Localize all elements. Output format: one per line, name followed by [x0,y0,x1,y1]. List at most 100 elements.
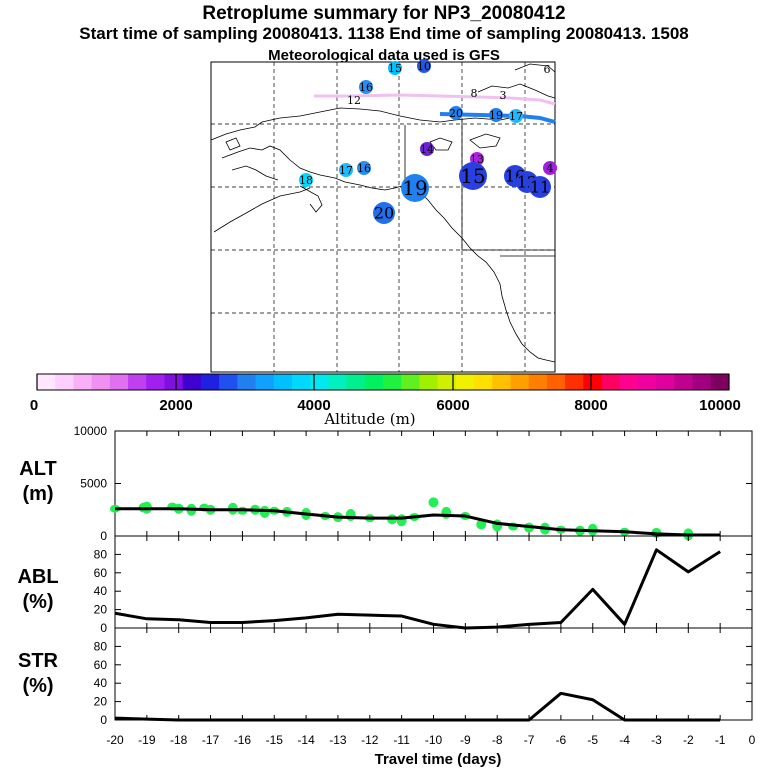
time-series-panels: 0 5000 10000 ALT (m) 0 20 40 60 80 ABL (%) 0 20 40 60 80… [17,424,755,768]
map-marker-dot [299,173,313,187]
alt-scatter-point [476,519,487,530]
x-tick-label: 0 [749,733,756,747]
y-tick-label: 0 [100,621,107,635]
x-tick-label: -10 [425,733,443,747]
abl-panel: 0 20 40 60 80 ABL (%) [17,535,753,635]
chart-title: Retroplume summary for NP3_20080412 [202,3,566,24]
colorbar-swatch [346,374,366,390]
x-tick-label: -8 [492,733,503,747]
x-tick-label: -1 [715,733,726,747]
x-tick-label: -14 [297,733,315,747]
colorbar-swatch [710,374,730,390]
panel-ylabel-main: ALT [19,458,56,480]
y-tick-label: 0 [100,529,107,543]
colorbar-swatch [437,374,457,390]
y-tick-label: 80 [94,547,108,561]
colorbar-swatch [601,374,621,390]
colorbar-swatch [37,374,56,390]
sampling-times: Start time of sampling 20080413. 1138 En… [79,24,689,43]
colorbar-swatch [583,374,603,390]
panel-ylabel-main: STR [18,650,59,672]
y-tick-label: 40 [94,676,108,690]
colorbar-swatch [219,374,238,390]
x-tick-label: -11 [393,733,410,747]
x-tick-label: -12 [361,733,379,747]
alt-scatter-point [428,497,439,508]
alt-scatter-point [396,514,407,527]
alt-scatter-point [345,509,356,521]
x-tick-label: -9 [460,733,471,747]
map-marker-label: 14 [420,143,434,156]
map-marker-dot [417,59,431,73]
alt-scatter-point [441,506,452,519]
colorbar-swatch [383,374,402,390]
map-marker-label: 20 [449,107,463,120]
map-marker-label: 15 [460,164,485,188]
colorbar-swatch [364,374,384,390]
colorbar-tick-label: 2000 [159,397,192,414]
colorbar-swatch [401,374,420,390]
map-marker-label: 19 [489,109,503,122]
y-tick-label: 40 [94,584,108,598]
plume-track-low [314,93,556,106]
x-tick-label: -6 [556,733,567,747]
x-tick-label: -4 [619,733,630,747]
map-marker-dot [357,161,371,175]
map-marker-label: 20 [374,204,394,223]
panel-frame [114,430,753,537]
x-tick-label: -5 [587,733,598,747]
y-tick-label: 80 [94,639,108,653]
colorbar-swatch [656,374,675,390]
colorbar-swatch [528,374,548,390]
colorbar-swatch [565,374,584,390]
map-marker-label: 17 [339,164,353,177]
colorbar-swatch [455,374,475,390]
colorbar-swatch [474,374,493,390]
panel-ylabel-main: ABL [17,566,58,588]
colorbar-axis-label: Altitude (m) [323,410,415,428]
y-tick-label: 5000 [80,477,107,491]
x-tick-label: -7 [524,733,535,747]
map-marker-label: 16 [359,81,373,94]
panel-ylabel-unit: (%) [22,675,53,697]
map-marker-dot [543,161,557,175]
y-tick-label: 20 [94,695,108,709]
y-tick-label: 0 [100,713,107,727]
colorbar-swatch [273,374,293,390]
colorbar-tick-label: 4000 [297,397,330,414]
colorbar-tick-label: 6000 [436,397,469,414]
colorbar-swatch [692,374,712,390]
map-marker-dot [359,80,373,94]
colorbar-swatch [109,374,129,390]
x-tick-label: -13 [329,733,347,747]
map-marker-label: 18 [299,174,313,187]
panel-frame [114,627,753,721]
colorbar-swatch [73,374,93,390]
colorbar-swatch [200,374,220,390]
colorbar-tick-label: 8000 [574,397,607,414]
colorbar-swatch [237,374,257,390]
map-marker-label: 8 [471,87,478,100]
colorbar-swatch [492,374,511,390]
colorbar-tick-label: 10000 [699,397,741,414]
x-tick-label: -15 [266,733,284,747]
map-marker-label: 3 [500,89,507,102]
colorbar-swatch [619,374,639,390]
x-tick-label: -3 [651,733,662,747]
x-tick-label: -20 [106,733,124,747]
y-tick-label: 10000 [74,424,108,438]
x-tick-label: -2 [683,733,694,747]
colorbar-swatch [637,374,657,390]
map-marker-label: 10 [417,60,431,73]
panel-ylabel-unit: (m) [22,483,53,505]
colorbar-tick-label: 0 [30,397,38,414]
x-axis-label: Travel time (days) [375,751,502,768]
map-marker-label: 17 [509,110,523,123]
map-marker-dot [339,163,353,177]
altitude-colorbar: 0 2000 4000 6000 8000 10000 Altitude (m) [30,373,741,428]
colorbar-swatch [291,374,311,390]
colorbar-swatch [310,374,329,390]
